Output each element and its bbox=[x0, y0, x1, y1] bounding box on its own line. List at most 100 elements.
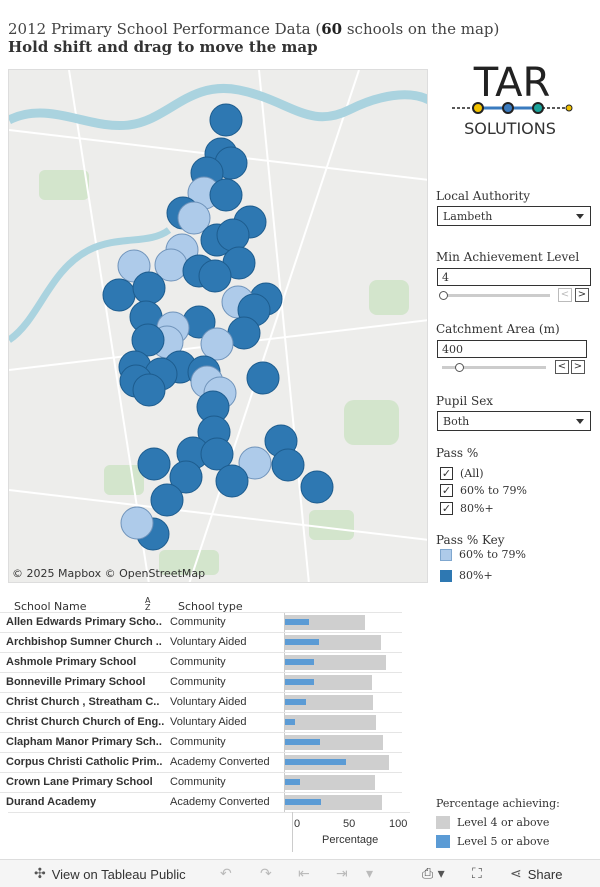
school-marker[interactable] bbox=[216, 218, 250, 252]
pass-option-80-plus[interactable]: ✓ 80%+ bbox=[440, 500, 494, 516]
view-on-tableau-public-link[interactable]: ✣ View on Tableau Public bbox=[34, 866, 186, 882]
school-marker[interactable] bbox=[137, 447, 171, 481]
share-button[interactable]: ⋖ Share bbox=[510, 866, 562, 882]
school-marker[interactable] bbox=[200, 327, 234, 361]
pass-option-all[interactable]: ✓ (All) bbox=[440, 465, 484, 481]
pass-key-item-label: 60% to 79% bbox=[459, 548, 526, 561]
legend-item[interactable]: Level 5 or above bbox=[436, 835, 560, 848]
table-row[interactable]: Allen Edwards Primary Scho.. Community bbox=[0, 612, 402, 633]
pupil-sex-select[interactable]: Both bbox=[437, 411, 591, 431]
map-background bbox=[9, 70, 427, 582]
catchment-slider-handle[interactable] bbox=[455, 363, 464, 372]
pass-filter-label: Pass % bbox=[436, 446, 479, 460]
download-icon[interactable]: ⎙ ▾ bbox=[422, 866, 445, 882]
redo-icon[interactable]: ↷ bbox=[260, 866, 272, 882]
table-row[interactable]: Durand Academy Academy Converted bbox=[0, 792, 402, 813]
logo-text-top: TAR bbox=[473, 60, 550, 106]
fullscreen-icon[interactable]: ⛶ bbox=[472, 866, 482, 882]
table-row[interactable]: Christ Church Church of Eng.. Voluntary A… bbox=[0, 712, 402, 733]
school-marker[interactable] bbox=[215, 464, 249, 498]
level5-bar[interactable] bbox=[285, 699, 306, 705]
school-marker[interactable] bbox=[209, 178, 243, 212]
level4-bar[interactable] bbox=[285, 675, 372, 690]
school-marker[interactable] bbox=[169, 460, 203, 494]
local-authority-select[interactable]: Lambeth bbox=[437, 206, 591, 226]
table-row[interactable]: Ashmole Primary School Community bbox=[0, 652, 402, 673]
level5-bar[interactable] bbox=[285, 739, 320, 745]
catchment-increment-button[interactable]: > bbox=[571, 360, 585, 374]
checkbox-checked-icon[interactable]: ✓ bbox=[440, 483, 453, 497]
school-markers[interactable] bbox=[102, 103, 334, 551]
pass-option-60-79[interactable]: ✓ 60% to 79% bbox=[440, 482, 527, 498]
map-attribution[interactable]: © 2025 Mapbox © OpenStreetMap bbox=[12, 567, 206, 580]
refresh-icon[interactable]: ⇥ bbox=[336, 866, 348, 882]
level5-bar[interactable] bbox=[285, 619, 309, 625]
revert-icon[interactable]: ⇤ bbox=[298, 866, 310, 882]
school-type: Community bbox=[170, 676, 226, 688]
checkbox-checked-icon[interactable]: ✓ bbox=[440, 501, 453, 515]
school-marker[interactable] bbox=[238, 446, 272, 480]
level4-bar[interactable] bbox=[285, 795, 382, 810]
min-achievement-slider-track[interactable] bbox=[442, 294, 550, 297]
table-row[interactable]: Clapham Manor Primary Sch.. Community bbox=[0, 732, 402, 753]
undo-icon[interactable]: ↶ bbox=[220, 866, 232, 882]
map-instruction: Hold shift and drag to move the map bbox=[8, 38, 318, 56]
min-achievement-input[interactable]: 4 bbox=[437, 268, 591, 286]
share-label: Share bbox=[527, 866, 563, 882]
school-marker[interactable] bbox=[200, 437, 234, 471]
level4-bar[interactable] bbox=[285, 735, 383, 750]
level5-bar[interactable] bbox=[285, 799, 321, 805]
level5-bar[interactable] bbox=[285, 679, 314, 685]
pause-dropdown-icon[interactable]: ▾ bbox=[366, 866, 374, 882]
level4-bar[interactable] bbox=[285, 775, 375, 790]
pass-key-item[interactable]: 80%+ bbox=[440, 569, 493, 582]
level5-bar[interactable] bbox=[285, 639, 319, 645]
catchment-decrement-button[interactable]: < bbox=[555, 360, 569, 374]
school-marker[interactable] bbox=[300, 470, 334, 504]
level5-bar[interactable] bbox=[285, 759, 346, 765]
column-header-school-type[interactable]: School type bbox=[178, 600, 243, 613]
level5-bar[interactable] bbox=[285, 779, 300, 785]
min-achievement-increment-button[interactable]: > bbox=[575, 288, 589, 302]
level5-bar[interactable] bbox=[285, 719, 295, 725]
school-marker[interactable] bbox=[131, 323, 165, 357]
school-marker[interactable] bbox=[177, 201, 211, 235]
level4-bar[interactable] bbox=[285, 655, 386, 670]
swatch-blue bbox=[436, 835, 450, 848]
school-marker[interactable] bbox=[150, 483, 184, 517]
level4-bar[interactable] bbox=[285, 715, 376, 730]
school-marker[interactable] bbox=[246, 361, 280, 395]
percentage-legend: Percentage achieving: Level 4 or above L… bbox=[436, 797, 560, 848]
school-type: Voluntary Aided bbox=[170, 716, 247, 728]
table-row[interactable]: Crown Lane Primary School Community bbox=[0, 772, 402, 793]
level4-bar[interactable] bbox=[285, 615, 365, 630]
min-achievement-slider-handle[interactable] bbox=[439, 291, 448, 300]
legend-item[interactable]: Level 4 or above bbox=[436, 816, 560, 829]
table-row[interactable]: Bonneville Primary School Community bbox=[0, 672, 402, 693]
level5-bar[interactable] bbox=[285, 659, 314, 665]
school-type: Community bbox=[170, 616, 226, 628]
school-marker[interactable] bbox=[271, 448, 305, 482]
school-marker[interactable] bbox=[102, 278, 136, 312]
pass-key-item[interactable]: 60% to 79% bbox=[440, 548, 526, 561]
table-row[interactable]: Christ Church , Streatham C.. Voluntary A… bbox=[0, 692, 402, 713]
catchment-slider-track[interactable] bbox=[442, 366, 546, 369]
school-map[interactable]: © 2025 Mapbox © OpenStreetMap bbox=[8, 69, 428, 583]
school-type: Voluntary Aided bbox=[170, 636, 247, 648]
min-achievement-decrement-button[interactable]: < bbox=[558, 288, 572, 302]
school-marker[interactable] bbox=[132, 271, 166, 305]
catchment-input[interactable]: 400 bbox=[437, 340, 587, 358]
checkbox-checked-icon[interactable]: ✓ bbox=[440, 466, 453, 480]
level4-bar[interactable] bbox=[285, 695, 373, 710]
school-marker[interactable] bbox=[120, 506, 154, 540]
logo-text-bottom: SOLUTIONS bbox=[464, 119, 556, 138]
column-header-school-name[interactable]: School Name bbox=[14, 600, 87, 613]
table-row[interactable]: Archbishop Sumner Church .. Voluntary Aid… bbox=[0, 632, 402, 653]
school-marker[interactable] bbox=[209, 103, 243, 137]
table-row[interactable]: Corpus Christi Catholic Prim.. Academy Co… bbox=[0, 752, 402, 773]
level4-bar[interactable] bbox=[285, 635, 381, 650]
school-marker[interactable] bbox=[132, 373, 166, 407]
school-type: Community bbox=[170, 656, 226, 668]
school-marker[interactable] bbox=[198, 259, 232, 293]
